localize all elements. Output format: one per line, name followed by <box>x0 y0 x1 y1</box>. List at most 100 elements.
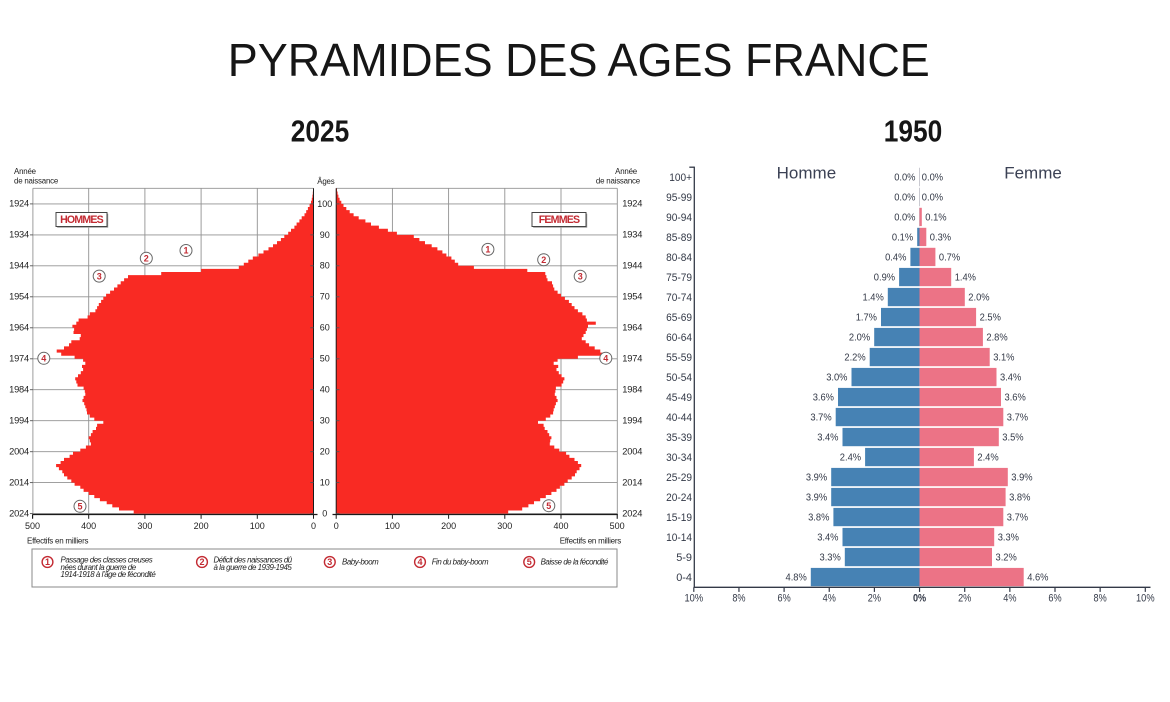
svg-text:3.4%: 3.4% <box>817 533 838 544</box>
svg-text:0%: 0% <box>913 592 926 604</box>
svg-text:2004: 2004 <box>622 447 642 457</box>
svg-text:80: 80 <box>320 261 330 271</box>
svg-text:3.5%: 3.5% <box>1002 433 1023 444</box>
svg-text:5: 5 <box>77 502 82 512</box>
svg-text:3.1%: 3.1% <box>993 353 1014 364</box>
svg-text:3.7%: 3.7% <box>1007 513 1028 524</box>
svg-text:0.9%: 0.9% <box>874 273 895 284</box>
svg-text:Baisse de la fécondité: Baisse de la fécondité <box>541 558 609 567</box>
svg-text:Déficit des naissances dû: Déficit des naissances dû <box>214 556 293 565</box>
svg-text:2014: 2014 <box>9 477 29 487</box>
svg-text:90: 90 <box>320 230 330 240</box>
svg-text:200: 200 <box>194 521 209 531</box>
svg-text:Année: Année <box>615 167 638 176</box>
svg-text:2004: 2004 <box>9 447 29 457</box>
svg-text:1994: 1994 <box>9 416 29 426</box>
svg-text:6%: 6% <box>1048 592 1061 604</box>
svg-text:30: 30 <box>320 416 330 426</box>
svg-text:Fin du baby-boom: Fin du baby-boom <box>432 558 489 567</box>
svg-text:Passage des classes creuses: Passage des classes creuses <box>61 556 153 565</box>
svg-text:20: 20 <box>320 447 330 457</box>
svg-text:0.0%: 0.0% <box>894 173 915 184</box>
svg-text:65-69: 65-69 <box>666 312 692 324</box>
svg-text:4: 4 <box>603 353 608 363</box>
svg-text:60: 60 <box>320 323 330 333</box>
svg-text:2%: 2% <box>868 592 881 604</box>
svg-text:10%: 10% <box>685 592 704 604</box>
svg-text:4: 4 <box>417 557 422 567</box>
svg-text:0.1%: 0.1% <box>925 213 946 224</box>
svg-text:PYRAMIDES DES AGES FRANCE: PYRAMIDES DES AGES FRANCE <box>228 34 930 86</box>
svg-text:2.4%: 2.4% <box>840 453 861 464</box>
svg-text:0.0%: 0.0% <box>894 193 915 204</box>
svg-text:HOMMES: HOMMES <box>60 214 104 226</box>
svg-text:70: 70 <box>320 292 330 302</box>
svg-text:3.3%: 3.3% <box>998 533 1019 544</box>
svg-text:Femme: Femme <box>1004 164 1062 183</box>
svg-text:10-14: 10-14 <box>666 532 692 544</box>
svg-text:1: 1 <box>45 557 50 567</box>
svg-text:3.7%: 3.7% <box>1007 413 1028 424</box>
svg-text:0.0%: 0.0% <box>922 193 943 204</box>
svg-text:Baby-boom: Baby-boom <box>342 558 379 567</box>
svg-text:à la guerre de 1939-1945: à la guerre de 1939-1945 <box>214 563 293 572</box>
svg-text:2.8%: 2.8% <box>986 333 1007 344</box>
svg-text:3.9%: 3.9% <box>806 473 827 484</box>
svg-text:2.0%: 2.0% <box>849 333 870 344</box>
svg-text:1950: 1950 <box>884 114 943 148</box>
svg-text:60-64: 60-64 <box>666 332 692 344</box>
svg-text:400: 400 <box>81 521 96 531</box>
svg-text:2025: 2025 <box>291 114 350 148</box>
svg-text:3: 3 <box>327 557 332 567</box>
svg-text:0: 0 <box>322 509 327 519</box>
svg-text:0.3%: 0.3% <box>930 233 951 244</box>
svg-text:de naissance: de naissance <box>14 177 59 186</box>
svg-text:3.2%: 3.2% <box>996 553 1017 564</box>
svg-text:1974: 1974 <box>622 354 642 364</box>
svg-text:80-84: 80-84 <box>666 252 692 264</box>
svg-text:35-39: 35-39 <box>666 432 692 444</box>
svg-text:1974: 1974 <box>9 354 29 364</box>
svg-text:1.4%: 1.4% <box>863 293 884 304</box>
svg-text:50-54: 50-54 <box>666 372 692 384</box>
svg-text:95-99: 95-99 <box>666 192 692 204</box>
svg-text:300: 300 <box>137 521 152 531</box>
svg-text:2024: 2024 <box>622 508 642 518</box>
svg-text:300: 300 <box>497 521 512 531</box>
svg-text:1944: 1944 <box>622 261 642 271</box>
svg-text:25-29: 25-29 <box>666 472 692 484</box>
svg-text:de naissance: de naissance <box>596 177 641 186</box>
svg-text:100+: 100+ <box>669 172 692 184</box>
svg-text:70-74: 70-74 <box>666 292 692 304</box>
svg-text:90-94: 90-94 <box>666 212 692 224</box>
svg-text:3: 3 <box>578 271 583 281</box>
svg-text:4%: 4% <box>823 592 836 604</box>
svg-text:400: 400 <box>553 521 568 531</box>
svg-text:3.6%: 3.6% <box>813 393 834 404</box>
svg-text:10: 10 <box>320 478 330 488</box>
svg-text:6%: 6% <box>778 592 791 604</box>
svg-text:1924: 1924 <box>9 199 29 209</box>
svg-text:45-49: 45-49 <box>666 392 692 404</box>
svg-text:3.3%: 3.3% <box>820 553 841 564</box>
svg-text:0.7%: 0.7% <box>939 253 960 264</box>
svg-text:1944: 1944 <box>9 261 29 271</box>
svg-text:0: 0 <box>334 521 339 531</box>
svg-text:1984: 1984 <box>9 385 29 395</box>
svg-text:2.5%: 2.5% <box>980 313 1001 324</box>
svg-text:200: 200 <box>441 521 456 531</box>
svg-text:Année: Année <box>14 167 37 176</box>
svg-text:4: 4 <box>41 354 46 364</box>
svg-text:40-44: 40-44 <box>666 412 692 424</box>
svg-text:Effectifs en milliers: Effectifs en milliers <box>27 537 89 546</box>
svg-text:1994: 1994 <box>622 416 642 426</box>
svg-text:500: 500 <box>610 521 625 531</box>
svg-text:1: 1 <box>485 245 490 255</box>
svg-text:2014: 2014 <box>622 477 642 487</box>
svg-text:3.8%: 3.8% <box>1009 493 1030 504</box>
svg-text:100: 100 <box>385 521 400 531</box>
svg-text:1934: 1934 <box>9 230 29 240</box>
svg-text:2.0%: 2.0% <box>968 293 989 304</box>
svg-text:3.8%: 3.8% <box>808 513 829 524</box>
svg-text:3.0%: 3.0% <box>826 373 847 384</box>
